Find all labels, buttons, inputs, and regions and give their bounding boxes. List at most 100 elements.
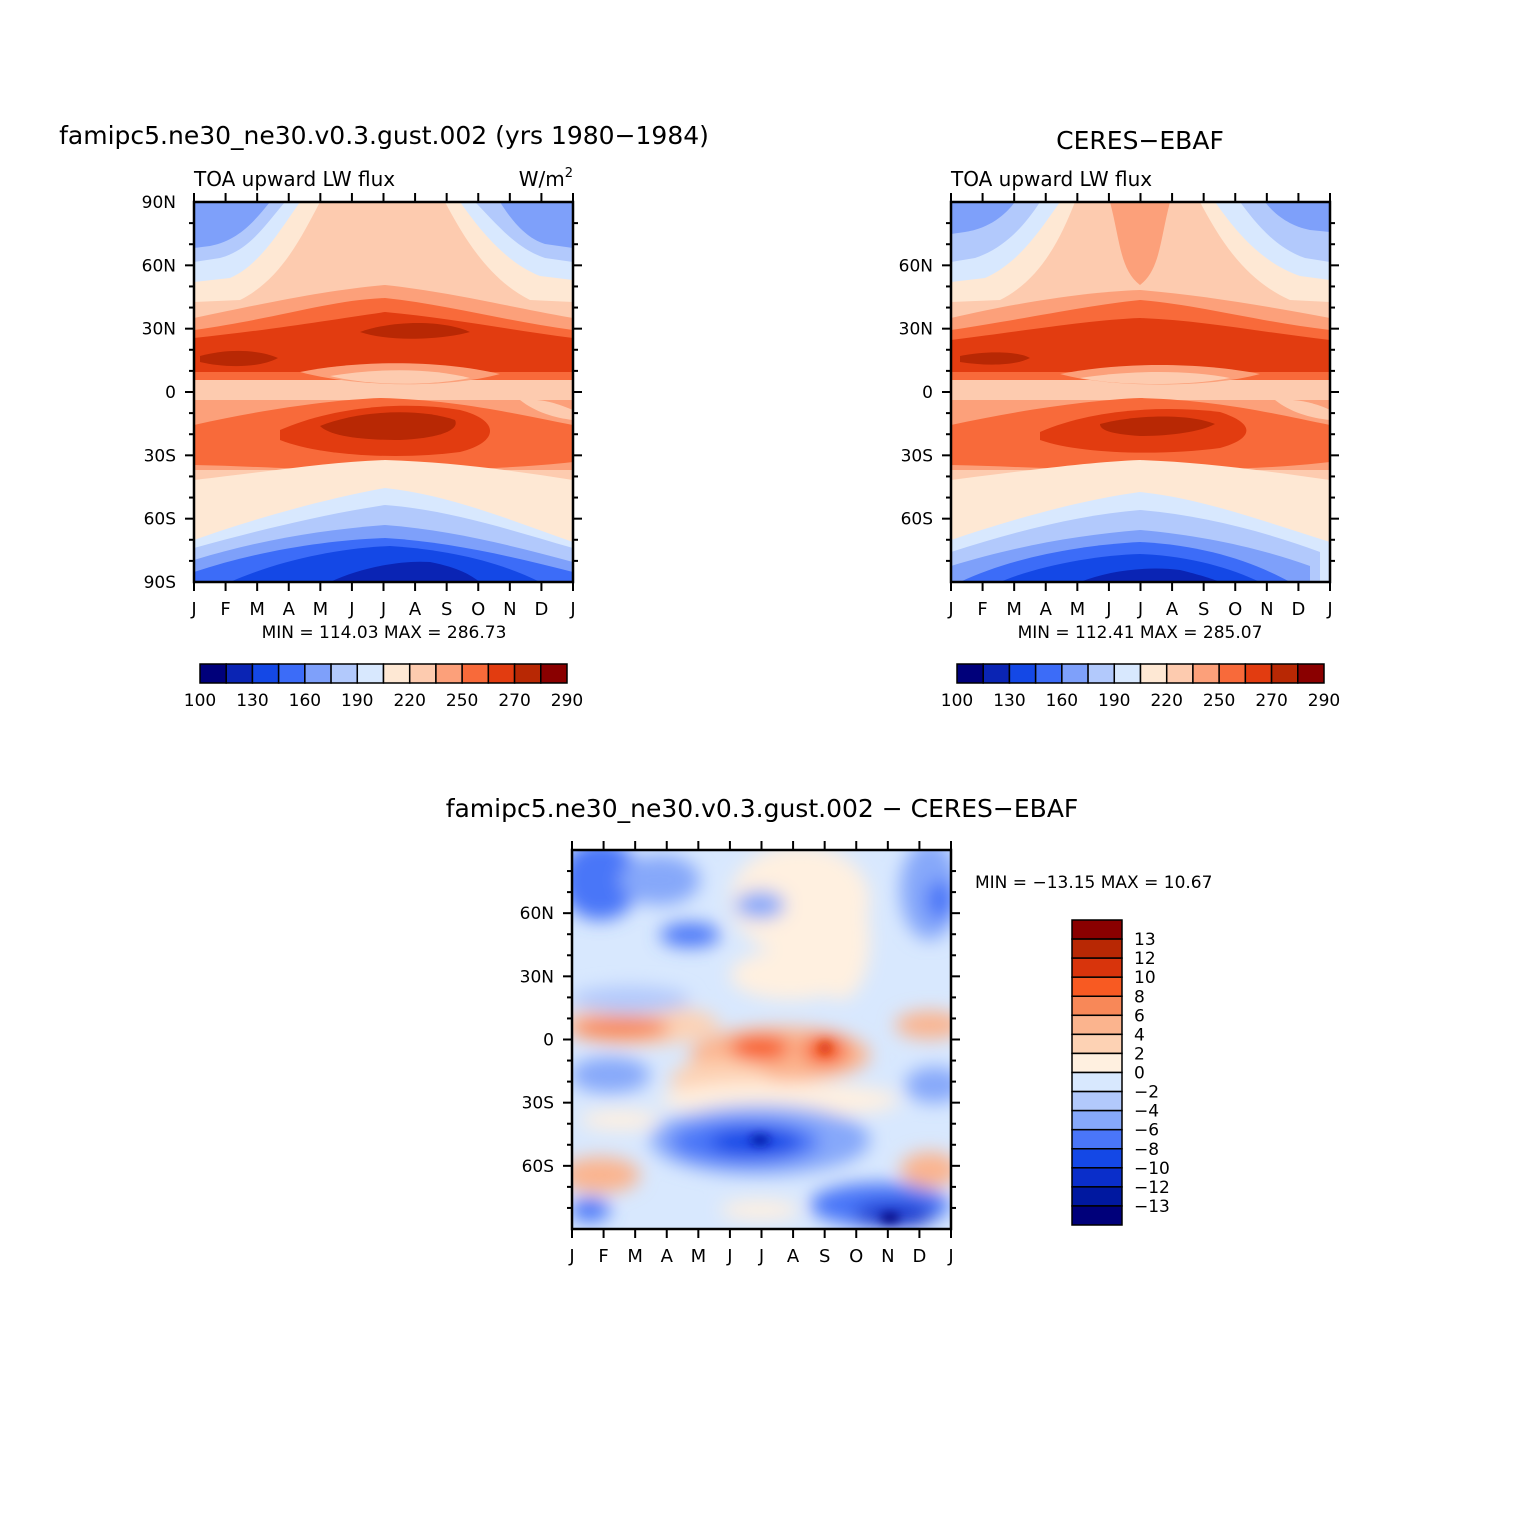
colorbar-swatch [1071,1052,1123,1074]
colorbar-swatch [956,663,984,684]
panel-model: famipc5.ne30_ne30.v0.3.gust.002 (yrs 198… [59,121,709,711]
x-tick-label: J [568,1246,574,1267]
y-tick-label: 30N [520,967,554,987]
x-tick-label: J [190,599,196,620]
x-tick-label: J [348,599,354,620]
colorbar-label: 290 [1308,691,1340,711]
panel-obs-field [951,202,1330,582]
y-tick-label: 60S [144,510,176,530]
x-tick-label: N [1260,599,1273,620]
colorbar-label: −13 [1134,1197,1170,1217]
y-tick-label: 60S [901,510,933,530]
y-tick-label: 0 [543,1031,554,1051]
colorbar-swatch [356,663,385,684]
colorbar-label: 270 [498,691,530,711]
colorbar-swatch [277,663,306,684]
panel-obs: CERES−EBAF TOA upward LW flux [899,126,1341,711]
panel-diff-title: famipc5.ne30_ne30.v0.3.gust.002 − CERES−… [446,794,1079,823]
colorbar-label: 250 [1203,691,1235,711]
y-tick-label: 60N [142,256,176,276]
colorbar-label: −2 [1134,1083,1159,1103]
colorbar-swatch [1071,1109,1123,1131]
x-tick-label: J [1137,599,1143,620]
colorbar-swatch [1071,976,1123,997]
x-tick-label: A [1040,599,1053,620]
colorbar-label: 10 [1134,968,1156,988]
colorbar-swatch [382,663,411,684]
colorbar-swatch [225,663,254,684]
x-tick-label: F [598,1246,608,1267]
colorbar-label: 220 [1150,691,1182,711]
colorbar-swatch [1071,1148,1123,1169]
x-tick-label: D [1291,599,1305,620]
x-tick-label: S [1198,599,1209,620]
colorbar-label: 130 [993,691,1025,711]
colorbar-label: 2 [1134,1044,1145,1064]
x-tick-label: O [471,599,485,620]
colorbar-label: 100 [941,691,973,711]
panel-model-variable: TOA upward LW flux [193,167,395,191]
colorbar-swatch [1008,663,1037,684]
colorbar-label: 12 [1134,949,1156,969]
panel-model-title: famipc5.ne30_ne30.v0.3.gust.002 (yrs 198… [59,121,709,150]
panel-obs-title: CERES−EBAF [1056,126,1224,155]
x-tick-label: A [409,599,422,620]
y-tick-label: 30S [901,446,933,466]
colorbar-swatch [1061,663,1089,684]
colorbar-swatch [330,663,359,684]
colorbar-swatch [1071,995,1123,1017]
x-tick-label: J [1326,599,1332,620]
colorbar-swatch [435,663,463,684]
x-tick-label: J [726,1246,732,1267]
colorbar-label: 160 [289,691,321,711]
x-tick-label: A [1166,599,1179,620]
colorbar-swatch [304,663,332,684]
colorbar-swatch [1071,1167,1123,1188]
panel-obs-minmax: MIN = 112.41 MAX = 285.07 [1018,623,1263,643]
colorbar-label: 130 [236,691,268,711]
y-tick-label: 90S [144,573,176,593]
colorbar-swatch [251,663,280,684]
colorbar-swatch [199,663,227,684]
colorbar-swatch [1071,1033,1123,1055]
colorbar-swatch [487,663,516,684]
colorbar-label: −8 [1134,1140,1159,1160]
colorbar-label: 8 [1134,987,1145,1007]
colorbar-swatch [513,663,542,684]
y-tick-label: 0 [922,383,933,403]
colorbar-label: 0 [1134,1064,1145,1084]
colorbar-swatch [1139,663,1168,684]
y-tick-label: 30S [522,1094,554,1114]
colorbar-swatch [1071,1128,1123,1150]
colorbar-label: 4 [1134,1025,1145,1045]
colorbar-label: −6 [1134,1121,1159,1141]
x-tick-label: N [503,599,516,620]
colorbar-swatch [461,663,490,684]
colorbar-label: 100 [184,691,216,711]
colorbar-swatch [1244,663,1273,684]
x-tick-label: F [220,599,230,620]
x-tick-label: N [881,1246,894,1267]
y-tick-label: 30N [899,320,933,340]
x-tick-label: A [283,599,296,620]
colorbar-label: 13 [1134,930,1156,950]
colorbar-swatch [1071,938,1123,959]
x-tick-label: J [947,599,953,620]
y-tick-label: 60S [522,1157,554,1177]
colorbar-label: −10 [1134,1159,1170,1179]
x-tick-label: O [849,1246,863,1267]
panel-obs-colorbar: 100 130 160 190 220 250 270 290 [941,663,1340,711]
colorbar-swatch [540,663,568,684]
x-tick-label: F [977,599,987,620]
colorbar-swatch [1071,1186,1123,1207]
y-tick-label: 90N [142,193,176,213]
colorbar-label: 190 [1098,691,1130,711]
colorbar-swatch [1071,1014,1123,1036]
colorbar-label: 290 [551,691,583,711]
panel-obs-variable: TOA upward LW flux [950,167,1152,191]
x-tick-label: D [534,599,548,620]
y-tick-label: 60N [520,904,554,924]
x-tick-label: S [441,599,452,620]
